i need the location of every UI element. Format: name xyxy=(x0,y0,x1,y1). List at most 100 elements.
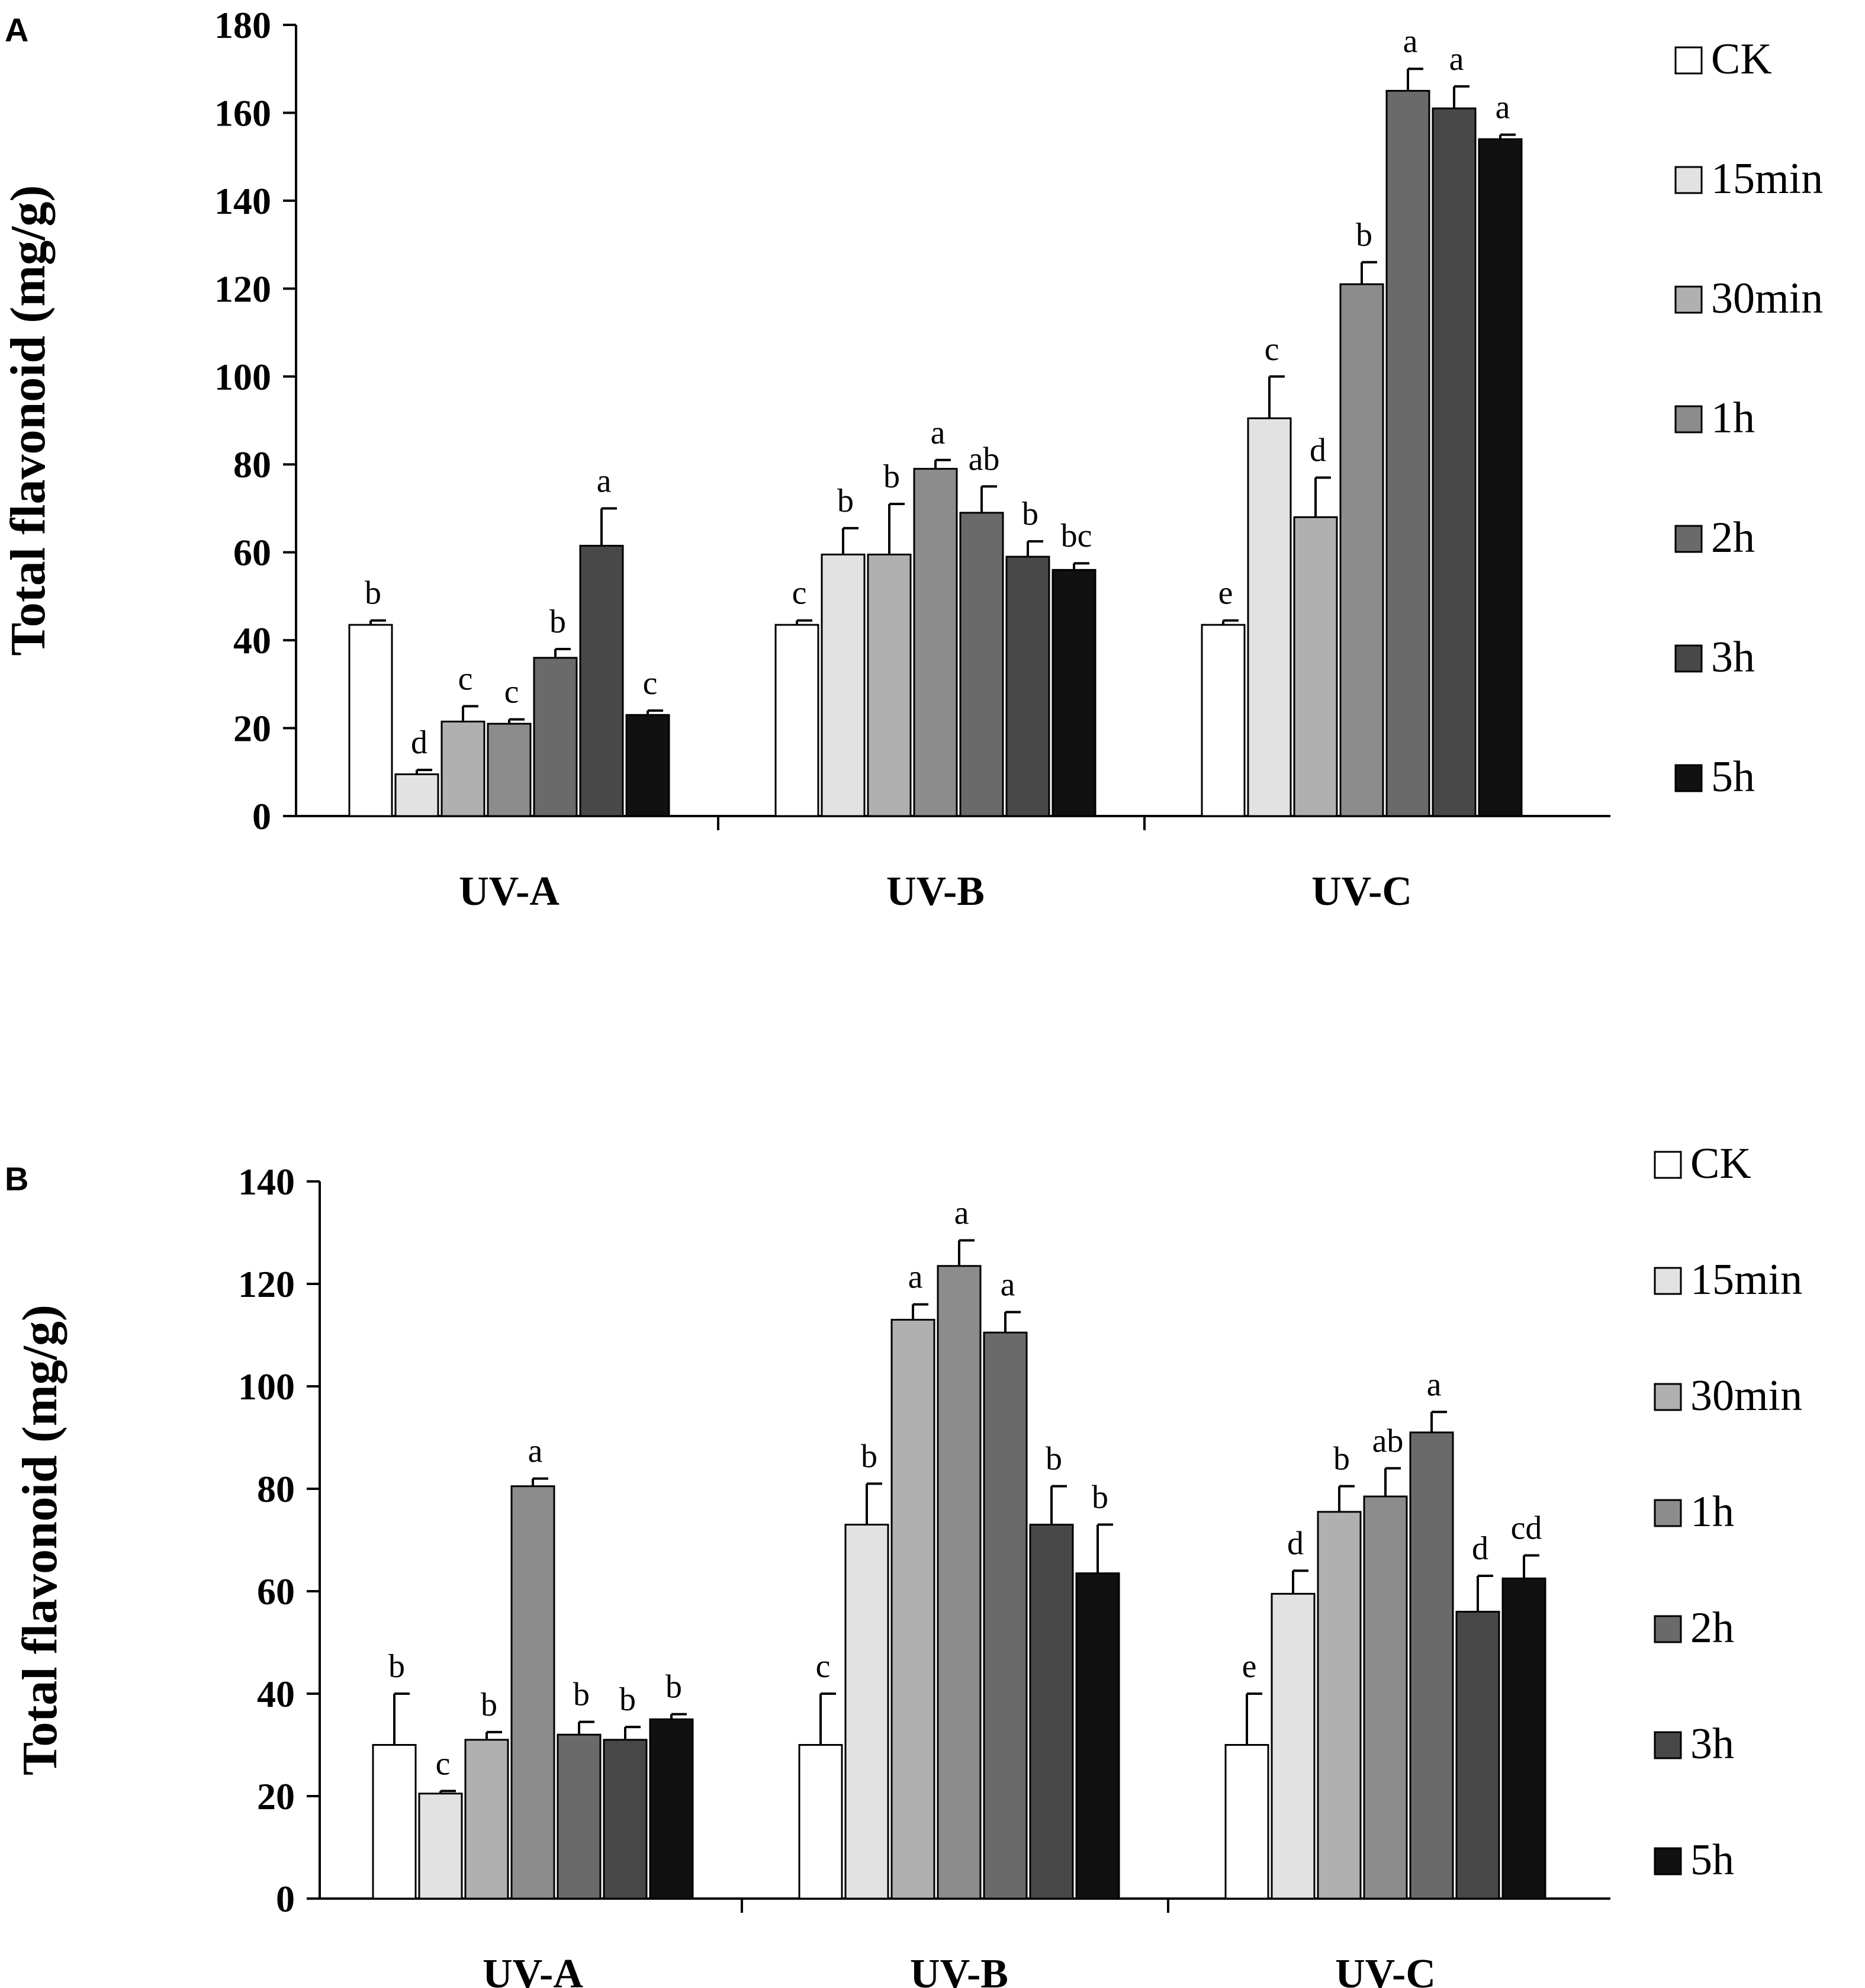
panel-b-significance-label: e xyxy=(1242,1648,1257,1685)
panel-b-legend-label: 3h xyxy=(1690,1720,1734,1768)
panel-b-significance-label: cd xyxy=(1511,1510,1542,1546)
panel-b-bar-uv-c-2h xyxy=(1409,1431,1454,1900)
panel-a-bar-uv-c-2h xyxy=(1385,89,1430,817)
panel-a-bar-uv-c-5h xyxy=(1478,138,1523,817)
panel-a-bar-uv-b-1h xyxy=(913,468,958,817)
panel-b-significance-label: a xyxy=(528,1433,543,1470)
panel-a-significance-label: bc xyxy=(1061,518,1092,554)
panel-a-bar-uv-a-30min xyxy=(440,720,485,817)
panel-b-bar-uv-b-1h xyxy=(937,1265,982,1900)
panel-a-bar-uv-c-30min xyxy=(1293,516,1338,817)
panel-b-bar-uv-b-15min xyxy=(844,1524,889,1900)
panel-a-legend-label: CK xyxy=(1711,35,1772,83)
panel-b-y-tick-label: 140 xyxy=(238,1161,295,1203)
panel-b-significance-label: b xyxy=(388,1648,405,1685)
panel-a-bar-uv-a-ck xyxy=(348,624,393,817)
panel-a-significance-label: a xyxy=(931,415,946,451)
panel-b-bar-uv-c-30min xyxy=(1317,1511,1362,1900)
panel-a-y-tick-label: 20 xyxy=(233,708,271,750)
panel-b-bar-uv-c-3h xyxy=(1455,1611,1500,1900)
panel-a-legend-swatch xyxy=(1674,405,1703,433)
panel-a-significance-label: c xyxy=(458,660,473,697)
panel-b-significance-label: b xyxy=(619,1681,636,1718)
panel-a-significance-label: c xyxy=(792,575,807,612)
panel-a-y-tick-label: 0 xyxy=(252,795,271,837)
panel-b-bar-uv-b-30min xyxy=(890,1319,935,1900)
panel-a-bar-uv-a-2h xyxy=(533,657,578,817)
panel-a-bar-uv-a-15min xyxy=(394,773,439,817)
panel-b-y-tick-label: 60 xyxy=(257,1571,295,1613)
panel-a-y-tick-label: 80 xyxy=(233,444,271,486)
panel-a-significance-label: e xyxy=(1218,575,1233,612)
panel-a-significance-label: b xyxy=(883,458,900,495)
panel-b-legend-label: 1h xyxy=(1690,1488,1734,1536)
panel-a-significance-label: c xyxy=(643,665,658,702)
panel-a-y-tick-label: 160 xyxy=(214,92,271,134)
panel-a-significance-label: d xyxy=(1310,432,1326,468)
panel-b-bar-uv-a-5h xyxy=(649,1718,694,1900)
panel-b-bar-uv-a-ck xyxy=(372,1744,417,1900)
panel-a-bar-uv-b-30min xyxy=(867,553,912,817)
panel-b-significance-label: b xyxy=(1046,1441,1062,1478)
panel-a-bar-uv-a-5h xyxy=(625,714,670,817)
panel-b-y-tick-label: 20 xyxy=(257,1775,295,1817)
panel-b-bar-uv-a-2h xyxy=(557,1733,602,1900)
panel-a-bar-uv-b-2h xyxy=(959,512,1004,817)
panel-a-significance-label: c xyxy=(1265,331,1279,368)
panel-a-significance-label: b xyxy=(365,575,381,612)
panel-a-legend-swatch xyxy=(1674,285,1703,314)
panel-b-y-axis-label: Total flavonoid (mg/g) xyxy=(12,1305,67,1775)
panel-a-legend-swatch xyxy=(1674,525,1703,553)
panel-a-significance-label: d xyxy=(411,724,427,761)
panel-a-category-label: UV-B xyxy=(886,869,985,914)
panel-b-significance-label: c xyxy=(816,1648,831,1685)
panel-a-significance-label: a xyxy=(1449,41,1464,78)
panel-b-significance-label: d xyxy=(1287,1525,1304,1562)
panel-a-bar-uv-b-5h xyxy=(1052,569,1097,817)
panel-b-significance-label: d xyxy=(1472,1530,1488,1567)
panel-b-significance-label: b xyxy=(861,1438,877,1475)
panel-a-significance-label: c xyxy=(504,674,519,711)
panel-a-y-tick-label: 60 xyxy=(233,532,271,574)
panel-b-significance-label: b xyxy=(573,1677,590,1713)
panel-a-significance-label: a xyxy=(1403,23,1418,60)
panel-b-y-tick-label: 40 xyxy=(257,1673,295,1715)
panel-b: B 0 20 40 60 80 100 120 140 Total flavonoid (mg/g… xyxy=(5,1139,1802,1988)
panel-b-bar-uv-a-15min xyxy=(418,1793,463,1900)
panel-a-category-label: UV-C xyxy=(1311,869,1412,914)
panel-a: A 0 20 40 60 80 100 120 140 160 180 Total flavonoid… xyxy=(1,4,1823,914)
panel-b-significance-label: a xyxy=(1001,1267,1015,1303)
panel-a-significance-label: b xyxy=(1356,217,1372,253)
panel-a-bar-uv-b-15min xyxy=(821,553,866,817)
panel-a-significance-label: a xyxy=(1496,89,1510,126)
panel-a-legend-label: 1h xyxy=(1711,394,1755,442)
panel-b-bar-uv-c-5h xyxy=(1501,1577,1546,1900)
panel-b-y-tick-label: 120 xyxy=(238,1263,295,1305)
panel-a-legend-label: 30min xyxy=(1711,274,1823,323)
panel-b-bar-uv-c-15min xyxy=(1271,1592,1316,1900)
panel-b-significance-label: b xyxy=(1092,1479,1108,1516)
panel-a-category-label: UV-A xyxy=(459,869,560,914)
panel-a-legend-label: 5h xyxy=(1711,753,1755,801)
panel-a-bar-uv-a-3h xyxy=(579,545,624,817)
panel-b-significance-label: b xyxy=(1333,1441,1350,1478)
panel-b-legend-swatch xyxy=(1654,1267,1682,1295)
panel-a-significance-label: ab xyxy=(969,441,1000,477)
panel-b-significance-label: a xyxy=(954,1194,969,1231)
panel-a-bar-uv-a-1h xyxy=(487,722,532,817)
panel-b-legend-label: CK xyxy=(1690,1139,1751,1188)
panel-a-y-tick-label: 120 xyxy=(214,268,271,310)
panel-b-legend-swatch xyxy=(1654,1615,1682,1643)
panel-a-significance-label: b xyxy=(1022,496,1038,532)
panel-b-bar-uv-c-ck xyxy=(1224,1744,1269,1900)
panel-b-legend-label: 2h xyxy=(1690,1604,1734,1652)
panel-b-bar-uv-b-ck xyxy=(798,1744,843,1900)
panel-b-bar-uv-c-1h xyxy=(1363,1495,1408,1900)
panel-a-legend: CK 15min 30min 1h 2h 3h 5h xyxy=(1674,35,1823,801)
panel-b-category-label: UV-B xyxy=(910,1951,1008,1988)
panel-b-bar-uv-a-1h xyxy=(510,1485,555,1900)
panel-b-significance-label: b xyxy=(665,1669,682,1706)
panel-b-significance-label: c xyxy=(436,1745,451,1782)
panel-a-legend-label: 3h xyxy=(1711,633,1755,682)
